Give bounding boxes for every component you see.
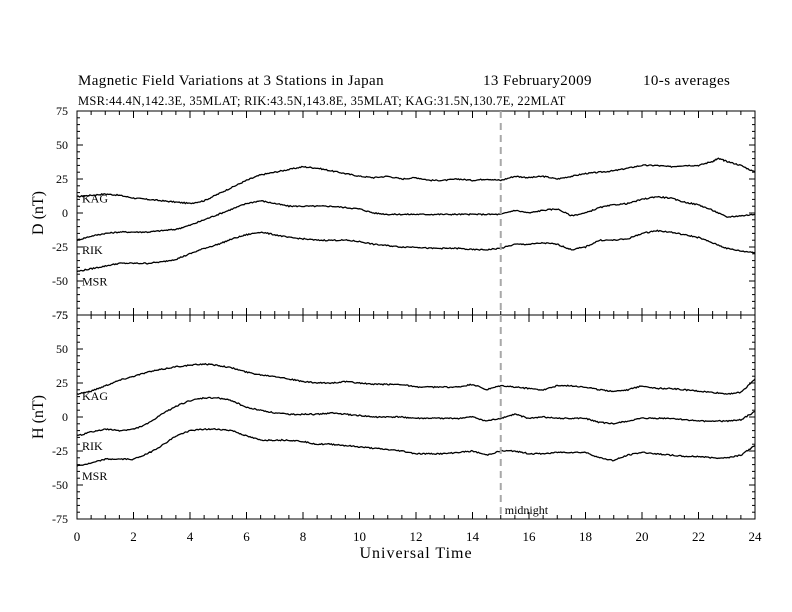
x-axis-label: Universal Time: [359, 545, 472, 562]
d-ytick-label: -75: [52, 308, 68, 322]
title-date: 13 February2009: [483, 73, 592, 89]
h-label-rik: RIK: [82, 439, 103, 453]
d-label-rik: RIK: [82, 243, 103, 257]
h-ytick-label: 75: [56, 308, 68, 322]
h-label-msr: MSR: [82, 469, 107, 483]
d-ytick-label: 50: [56, 138, 68, 152]
midnight-label: midnight: [505, 503, 549, 517]
h-series-msr: [76, 427, 756, 467]
xtick-label: 14: [466, 529, 480, 544]
xtick-label: 24: [749, 529, 763, 544]
xtick-label: 6: [243, 529, 250, 544]
h-ytick-label: 50: [56, 342, 68, 356]
h-ytick-label: 25: [56, 376, 68, 390]
d-ytick-label: 25: [56, 172, 68, 186]
h-label-kag: KAG: [82, 389, 108, 403]
xtick-label: 2: [130, 529, 137, 544]
d-ylabel: D (nT): [30, 191, 47, 235]
d-ytick-label: -25: [52, 240, 68, 254]
h-series-rik: [76, 396, 756, 437]
d-series-rik: [76, 195, 756, 242]
d-ytick-label: -50: [52, 274, 68, 288]
d-ytick-label: 75: [56, 104, 68, 118]
title-main: Magnetic Field Variations at 3 Stations …: [78, 73, 384, 89]
d-series-msr: [76, 229, 756, 273]
h-ytick-label: 0: [62, 410, 68, 424]
xtick-label: 20: [636, 529, 649, 544]
xtick-label: 8: [300, 529, 307, 544]
d-series-kag: [76, 157, 756, 205]
d-ytick-label: 0: [62, 206, 68, 220]
xtick-label: 0: [74, 529, 81, 544]
xtick-label: 4: [187, 529, 194, 544]
title-averaging: 10-s averages: [643, 73, 731, 89]
d-panel-frame: [76, 110, 756, 316]
xtick-label: 16: [523, 529, 537, 544]
h-ylabel: H (nT): [30, 395, 47, 439]
h-panel-frame: [76, 314, 756, 520]
d-label-kag: KAG: [82, 192, 108, 206]
xtick-label: 12: [410, 529, 423, 544]
station-info: MSR:44.4N,142.3E, 35MLAT; RIK:43.5N,143.…: [78, 94, 566, 108]
xtick-label: 22: [692, 529, 705, 544]
h-ytick-label: -25: [52, 444, 68, 458]
xtick-label: 18: [579, 529, 592, 544]
xtick-label: 10: [353, 529, 366, 544]
h-ytick-label: -50: [52, 478, 68, 492]
h-ytick-label: -75: [52, 512, 68, 526]
h-series-kag: [76, 362, 756, 396]
chart-title: Magnetic Field Variations at 3 Stations …: [78, 73, 730, 90]
d-label-msr: MSR: [82, 274, 107, 288]
